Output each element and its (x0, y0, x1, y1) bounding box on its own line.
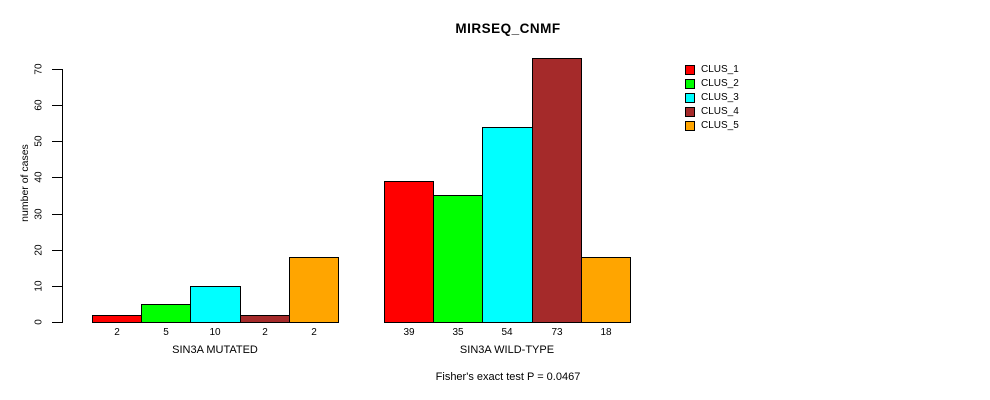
legend-swatch-clus_1 (685, 65, 695, 75)
bar-clus_4-group1 (240, 315, 290, 323)
bar-clus_5-group1 (289, 257, 339, 323)
y-axis-tick (52, 322, 62, 323)
legend-label-clus_4: CLUS_4 (701, 106, 739, 117)
bar-clus_3-group2 (482, 127, 533, 323)
y-axis-tick (52, 141, 62, 142)
y-axis-tick (52, 214, 62, 215)
legend-swatch-clus_2 (685, 79, 695, 89)
y-axis-tick (52, 105, 62, 106)
bar-clus_2-group2 (433, 195, 483, 323)
legend-label-clus_1: CLUS_1 (701, 64, 739, 75)
chart-title: MIRSEQ_CNMF (455, 21, 561, 36)
y-axis-tick-label: 0 (33, 319, 45, 325)
bar-clus_4-group2 (532, 58, 582, 323)
bar-value-label: 18 (600, 327, 612, 338)
bar-value-label: 39 (403, 327, 415, 338)
bar-clus_5-group2 (581, 257, 631, 323)
bar-clus_1-group2 (384, 181, 434, 323)
y-axis-title: number of cases (19, 144, 31, 222)
bar-value-label: 2 (262, 327, 268, 338)
y-axis-tick-label: 50 (33, 135, 45, 147)
y-axis-tick-label: 70 (33, 63, 45, 75)
y-axis-tick-label: 60 (33, 99, 45, 111)
bar-value-label: 10 (209, 327, 221, 338)
legend-swatch-clus_5 (685, 121, 695, 131)
group-label-2: SIN3A WILD-TYPE (459, 344, 555, 356)
bar-value-label: 5 (163, 327, 169, 338)
legend-swatch-clus_4 (685, 107, 695, 117)
y-axis-tick-label: 30 (33, 208, 45, 220)
group-label-1: SIN3A MUTATED (172, 344, 258, 356)
bar-clus_1-group1 (92, 315, 142, 323)
y-axis-tick (52, 286, 62, 287)
bar-clus_2-group1 (141, 304, 191, 323)
y-axis-line (62, 69, 63, 323)
bar-clus_3-group1 (190, 286, 241, 323)
y-axis-tick-label: 10 (33, 280, 45, 292)
bar-value-label: 35 (452, 327, 464, 338)
bar-value-label: 73 (551, 327, 563, 338)
y-axis-tick (52, 250, 62, 251)
bar-value-label: 2 (114, 327, 120, 338)
legend-swatch-clus_3 (685, 93, 695, 103)
fisher-test-annotation: Fisher's exact test P = 0.0467 (435, 371, 581, 383)
y-axis-tick (52, 69, 62, 70)
legend-label-clus_2: CLUS_2 (701, 78, 739, 89)
bar-value-label: 54 (501, 327, 513, 338)
y-axis-tick (52, 177, 62, 178)
legend-label-clus_5: CLUS_5 (701, 120, 739, 131)
legend-label-clus_3: CLUS_3 (701, 92, 739, 103)
y-axis-tick-label: 40 (33, 171, 45, 183)
bar-value-label: 2 (311, 327, 317, 338)
y-axis-tick-label: 20 (33, 244, 45, 256)
